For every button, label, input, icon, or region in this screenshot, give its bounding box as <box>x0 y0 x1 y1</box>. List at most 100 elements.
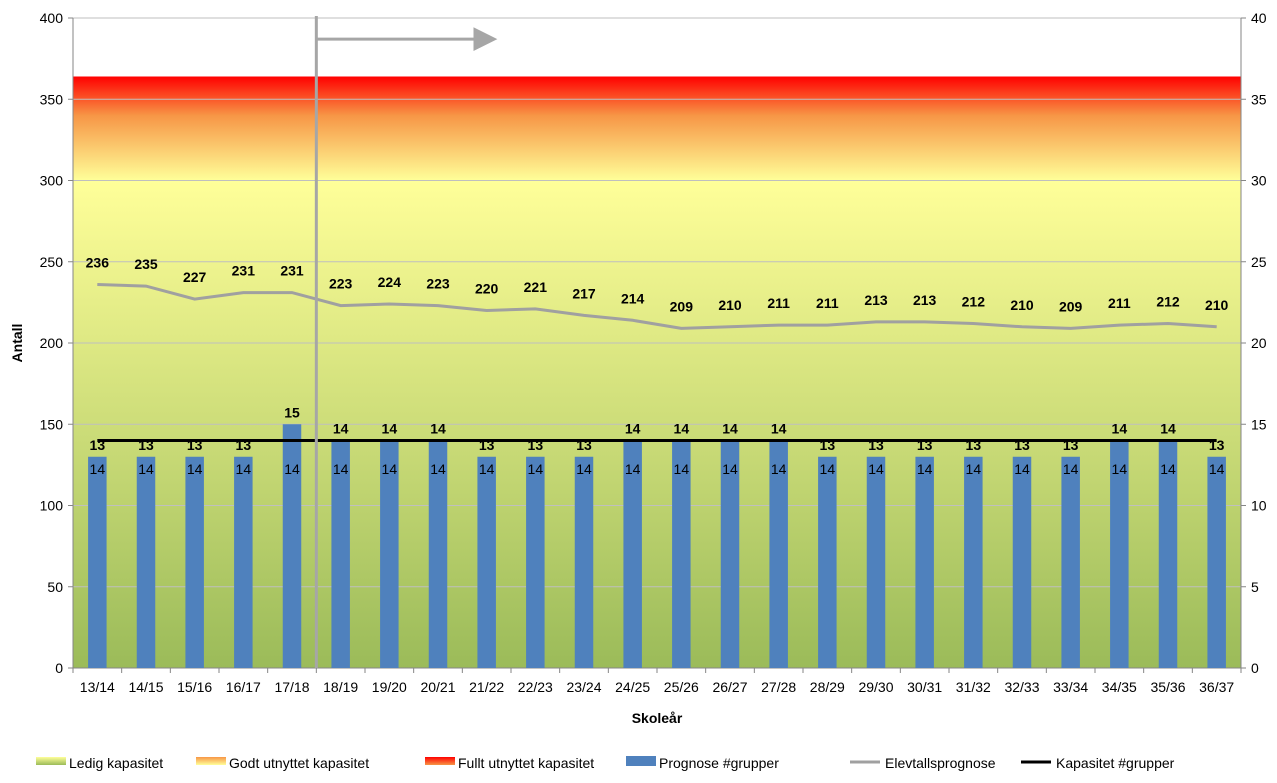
line-value-label: 211 <box>1108 295 1131 311</box>
bar-value-label: 13 <box>138 437 154 453</box>
x-tick-label: 13/14 <box>80 679 115 695</box>
legend-label: Godt utnyttet kapasitet <box>229 755 369 771</box>
bar-inner-label: 14 <box>625 461 641 477</box>
bar-inner-label: 14 <box>187 461 203 477</box>
bar <box>1012 456 1032 668</box>
y-tick-label: 300 <box>40 173 64 189</box>
y-tick-label: 400 <box>40 10 64 26</box>
bar-inner-label: 14 <box>1063 461 1079 477</box>
bar-value-label: 14 <box>1112 421 1128 437</box>
bar <box>477 456 496 668</box>
bar-value-label: 13 <box>479 437 495 453</box>
line-value-label: 231 <box>232 263 256 279</box>
line-value-label: 221 <box>524 279 548 295</box>
bar <box>1158 440 1178 668</box>
y2-tick-label: 30 <box>1251 173 1267 189</box>
y-tick-label: 50 <box>47 579 63 595</box>
line-value-label: 211 <box>767 295 790 311</box>
line-value-label: 220 <box>475 281 499 297</box>
bar-inner-label: 14 <box>771 461 787 477</box>
bar <box>818 456 837 668</box>
x-tick-label: 33/34 <box>1053 679 1088 695</box>
x-tick-label: 26/27 <box>712 679 747 695</box>
bar-value-label: 13 <box>528 437 544 453</box>
bar-inner-label: 14 <box>868 461 884 477</box>
bar-value-label: 13 <box>187 437 203 453</box>
line-value-label: 231 <box>280 263 304 279</box>
bar-value-label: 13 <box>90 437 106 453</box>
x-tick-label: 15/16 <box>177 679 212 695</box>
bar-inner-label: 14 <box>479 461 495 477</box>
bar-inner-label: 14 <box>382 461 398 477</box>
bar <box>720 440 740 668</box>
bar <box>282 424 302 668</box>
bar-inner-label: 14 <box>528 461 544 477</box>
bar <box>1110 440 1129 668</box>
bar-value-label: 13 <box>820 437 836 453</box>
line-value-label: 209 <box>670 298 694 314</box>
line-value-label: 212 <box>1156 294 1180 310</box>
y-tick-label: 0 <box>55 660 63 676</box>
bar-value-label: 14 <box>674 421 690 437</box>
bar-inner-label: 14 <box>1160 461 1176 477</box>
bar-value-label: 14 <box>382 421 398 437</box>
bar-value-label: 13 <box>868 437 884 453</box>
y2-tick-label: 0 <box>1251 660 1259 676</box>
legend-label: Fullt utnyttet kapasitet <box>458 755 594 771</box>
bar-value-label: 14 <box>771 421 787 437</box>
bar-inner-label: 14 <box>236 461 252 477</box>
line-value-label: 224 <box>378 274 402 290</box>
capacity-zones-background <box>73 76 1241 668</box>
x-tick-label: 31/32 <box>956 679 991 695</box>
legend-swatch <box>196 757 226 765</box>
x-tick-label: 20/21 <box>420 679 455 695</box>
x-tick-label: 18/19 <box>323 679 358 695</box>
line-value-label: 214 <box>621 290 645 306</box>
legend-label: Elevtallsprognose <box>885 755 996 771</box>
line-value-label: 210 <box>1010 297 1034 313</box>
bar-value-label: 14 <box>722 421 738 437</box>
legend-label: Prognose #grupper <box>659 755 779 771</box>
bar-value-label: 15 <box>284 404 300 420</box>
x-tick-label: 32/33 <box>1004 679 1039 695</box>
line-value-label: 223 <box>329 276 353 292</box>
legend-label: Kapasitet #grupper <box>1056 755 1175 771</box>
bar-value-label: 13 <box>1063 437 1079 453</box>
bar-inner-label: 14 <box>333 461 349 477</box>
bar <box>769 440 788 668</box>
bar <box>964 456 983 668</box>
bar-value-label: 13 <box>917 437 933 453</box>
line-value-label: 223 <box>426 276 450 292</box>
y-tick-label: 100 <box>40 498 64 514</box>
bar-inner-label: 14 <box>284 461 300 477</box>
legend-swatch <box>36 757 66 765</box>
bar-inner-label: 14 <box>1209 461 1225 477</box>
x-tick-label: 34/35 <box>1102 679 1137 695</box>
bar-inner-label: 14 <box>820 461 836 477</box>
y2-tick-label: 10 <box>1251 498 1267 514</box>
bar-inner-label: 14 <box>917 461 933 477</box>
legend-swatch <box>425 757 455 765</box>
x-tick-label: 25/26 <box>664 679 699 695</box>
bar-inner-label: 14 <box>1112 461 1128 477</box>
bar-value-label: 13 <box>576 437 592 453</box>
bar <box>331 440 350 668</box>
bar <box>623 440 642 668</box>
x-tick-label: 30/31 <box>907 679 942 695</box>
legend-swatch <box>626 756 656 766</box>
bar-value-label: 13 <box>1209 437 1225 453</box>
bar <box>574 456 594 668</box>
bar <box>88 456 107 668</box>
bar-value-label: 14 <box>333 421 349 437</box>
line-value-label: 211 <box>816 295 839 311</box>
line-value-label: 235 <box>134 256 158 272</box>
bar <box>234 456 253 668</box>
y2-tick-label: 25 <box>1251 254 1267 270</box>
line-value-label: 210 <box>1205 297 1229 313</box>
bar <box>672 440 691 668</box>
x-tick-label: 29/30 <box>858 679 893 695</box>
bar-inner-label: 14 <box>430 461 446 477</box>
bar <box>380 440 399 668</box>
